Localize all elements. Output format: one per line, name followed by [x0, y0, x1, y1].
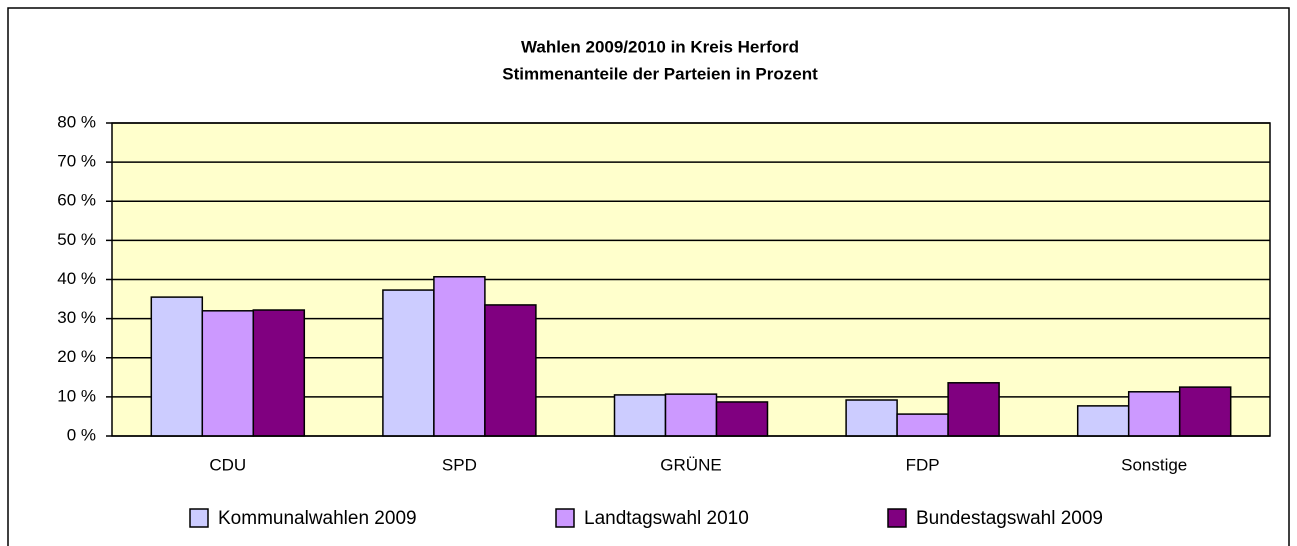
bar [664, 393, 718, 437]
y-tick-label: 60 % [57, 191, 96, 210]
bar [382, 289, 435, 437]
y-tick-label: 50 % [57, 230, 96, 249]
y-tick-label: 10 % [57, 386, 96, 405]
legend-label: Kommunalwahlen 2009 [218, 508, 417, 529]
bar [896, 413, 949, 437]
legend-swatch [189, 508, 209, 528]
bar [484, 304, 537, 437]
bar [845, 399, 898, 437]
legend-label: Landtagswahl 2010 [584, 508, 749, 529]
legend-swatch [555, 508, 575, 528]
bar [433, 276, 486, 437]
x-tick-label: Sonstige [1121, 455, 1187, 474]
y-tick-label: 40 % [57, 269, 96, 288]
x-tick-label: SPD [442, 455, 477, 474]
bar [1076, 405, 1130, 437]
bar [715, 401, 769, 437]
bar [613, 394, 667, 437]
chart-subtitle: Stimmenanteile der Parteien in Prozent [502, 64, 818, 83]
x-tick-label: CDU [209, 455, 246, 474]
bar [1127, 391, 1181, 437]
bar [150, 296, 204, 437]
legend-label: Bundestagswahl 2009 [916, 508, 1103, 529]
legend-swatch [887, 508, 907, 528]
bar [947, 382, 1000, 437]
bar [1178, 386, 1232, 437]
y-tick-label: 20 % [57, 347, 96, 366]
x-tick-label: FDP [906, 455, 940, 474]
x-tick-label: GRÜNE [660, 455, 721, 474]
y-tick-label: 0 % [67, 425, 96, 444]
y-tick-label: 70 % [57, 152, 96, 171]
plot-border [111, 122, 1271, 437]
chart-title: Wahlen 2009/2010 in Kreis Herford [521, 37, 799, 56]
y-tick-label: 80 % [57, 112, 96, 131]
bar [201, 310, 255, 437]
bar [252, 309, 306, 437]
y-tick-label: 30 % [57, 308, 96, 327]
